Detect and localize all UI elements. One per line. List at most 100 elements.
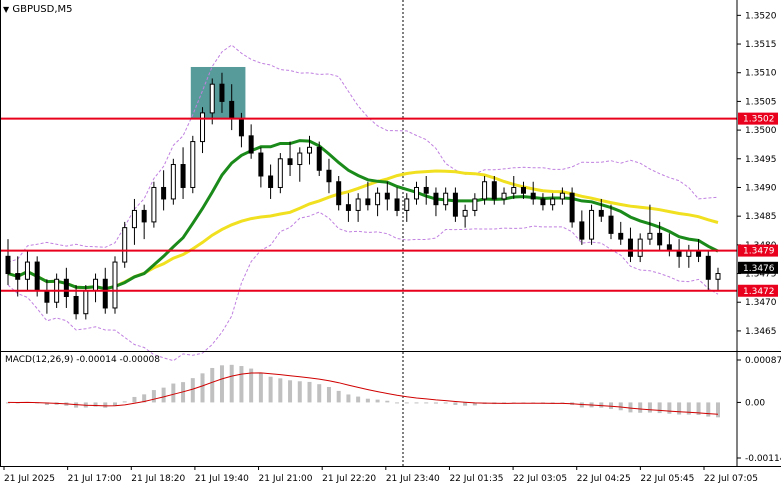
macd-histogram-bar	[307, 381, 312, 403]
fast-moving-average-line	[7, 139, 719, 291]
macd-histogram-bar	[249, 368, 254, 403]
candle-body	[248, 135, 254, 154]
macd-histogram-bar	[628, 402, 633, 413]
candle-body	[482, 181, 488, 200]
macd-histogram-bar	[317, 384, 322, 403]
macd-histogram-bar	[716, 402, 720, 418]
price-tick-label: 1.3490	[745, 183, 777, 193]
candle-body	[647, 232, 653, 240]
macd-tick-label: -0.00114	[745, 454, 781, 464]
time-tick-label: 21 Jul 23:40	[386, 474, 440, 484]
candle-body	[413, 186, 419, 200]
candle-body	[93, 278, 99, 292]
price-tick-label: 1.3485	[745, 212, 777, 222]
candle-body	[170, 164, 176, 200]
level-price-tag	[738, 112, 778, 125]
candle-body	[258, 152, 264, 177]
candle-body	[112, 261, 118, 309]
macd-histogram-bar	[667, 402, 672, 414]
macd-tick-label: 0.00	[745, 398, 765, 408]
time-tick-label: 21 Jul 17:00	[68, 474, 122, 484]
candle-body	[608, 215, 614, 234]
level-price-label: 1.3479	[743, 247, 775, 257]
candle-body	[73, 295, 79, 315]
macd-histogram-bar	[453, 402, 458, 405]
macd-histogram-bar	[336, 390, 341, 403]
candle-body	[44, 290, 50, 303]
macd-histogram-bar	[609, 402, 614, 409]
candle-body	[336, 181, 342, 206]
candle-body	[404, 198, 410, 211]
current-price-tag	[738, 261, 778, 274]
upper-band-line	[7, 44, 719, 263]
lower-band-line	[7, 211, 719, 362]
candle-body	[102, 278, 108, 309]
candle-body	[287, 158, 293, 166]
candle-body	[24, 261, 30, 280]
price-tick-label: 1.3505	[745, 97, 777, 107]
candle-body	[550, 198, 556, 206]
macd-histogram-bar	[190, 378, 195, 403]
candle-body	[209, 83, 215, 114]
current-price-label: 1.3476	[743, 264, 775, 274]
macd-histogram-bar	[346, 394, 351, 403]
candle-body	[394, 198, 400, 211]
candle-body	[540, 198, 546, 206]
macd-histogram-bar	[326, 386, 331, 403]
candle-body	[598, 209, 604, 217]
candle-body	[15, 273, 21, 280]
candle-body	[5, 255, 11, 275]
price-tick-label: 1.3515	[745, 40, 777, 50]
candle-body	[569, 192, 575, 223]
candle-body	[520, 186, 526, 194]
price-tick-label: 1.3520	[745, 11, 777, 21]
macd-histogram-bar	[706, 402, 711, 417]
macd-histogram-bar	[463, 402, 468, 406]
symbol-header[interactable]: ▼ GBPUSD,M5	[3, 4, 73, 15]
candle-body	[161, 186, 167, 200]
macd-histogram-bar	[599, 402, 604, 408]
macd-title: MACD(12,26,9) -0.00014 -0.00008	[5, 355, 161, 365]
highlight-box	[190, 66, 246, 119]
macd-histogram-bar	[472, 402, 477, 406]
candle-body	[530, 192, 536, 200]
time-tick-label: 22 Jul 01:35	[449, 474, 503, 484]
candle-body	[423, 186, 429, 194]
macd-histogram-bar	[44, 402, 49, 405]
candle-body	[657, 232, 663, 246]
candle-body	[238, 118, 244, 137]
macd-histogram-bar	[288, 380, 293, 403]
candle-body	[462, 209, 468, 217]
macd-signal-line	[7, 372, 719, 415]
macd-histogram-bar	[161, 387, 166, 403]
macd-histogram-bar	[151, 390, 156, 403]
candle-body	[229, 100, 235, 120]
macd-histogram-bar	[278, 378, 283, 403]
macd-histogram-bar	[210, 367, 215, 403]
candle-body	[326, 169, 332, 183]
macd-histogram-bar	[618, 402, 623, 411]
time-tick-label: 22 Jul 04:25	[577, 474, 631, 484]
candle-body	[501, 192, 507, 200]
macd-histogram-bar	[268, 376, 273, 403]
candle-body	[316, 146, 322, 171]
macd-histogram-bar	[424, 402, 429, 404]
candle-body	[511, 186, 517, 194]
level-price-label: 1.3502	[743, 115, 775, 125]
macd-histogram-bar	[696, 402, 701, 415]
macd-pane[interactable]	[6, 364, 720, 418]
macd-histogram-bar	[103, 402, 108, 408]
candle-body	[297, 152, 303, 166]
candle-body	[200, 112, 206, 143]
candle-body	[219, 83, 225, 102]
candle-body	[355, 198, 361, 211]
triangle-down-icon[interactable]: ▼	[3, 5, 10, 14]
candle-body	[307, 146, 313, 154]
macd-histogram-bar	[433, 402, 438, 404]
price-tick-label: 1.3495	[745, 155, 777, 165]
time-tick-label: 21 Jul 21:00	[259, 474, 313, 484]
